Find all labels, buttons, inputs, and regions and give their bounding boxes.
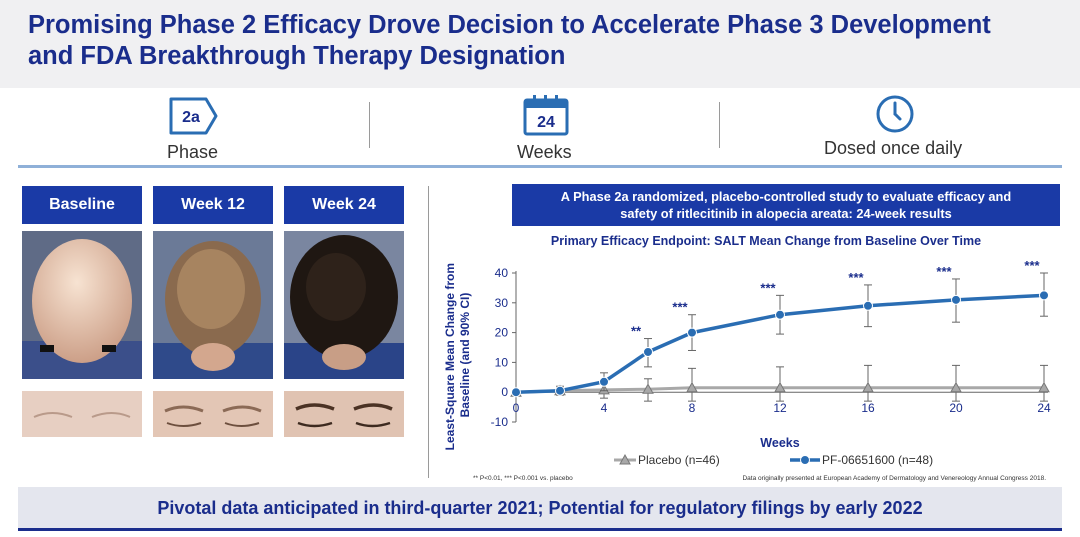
significance-marker: ** <box>631 324 642 339</box>
footer-bar <box>18 487 1062 529</box>
significance-marker: *** <box>1024 258 1040 273</box>
x-tick-label: 24 <box>1037 401 1051 415</box>
legend-placebo-label: Placebo (n=46) <box>638 453 720 467</box>
dosing-label: Dosed once daily <box>824 138 963 158</box>
page-title-line1: Promising Phase 2 Efficacy Drove Decisio… <box>28 11 991 39</box>
x-tick-label: 0 <box>513 401 520 415</box>
drug-point <box>1039 290 1049 301</box>
weeks-label: Weeks <box>517 142 572 162</box>
week24-scalp-photo <box>284 231 404 379</box>
x-tick-label: 20 <box>949 401 963 415</box>
chart-title: Primary Efficacy Endpoint: SALT Mean Cha… <box>551 234 981 248</box>
placebo-point <box>774 381 786 393</box>
x-tick-label: 4 <box>601 401 608 415</box>
legend-drug-label: PF-06651600 (n=48) <box>822 453 933 467</box>
phase-label: Phase <box>167 142 219 162</box>
significance-marker: *** <box>760 280 776 295</box>
drug-series <box>511 272 1049 398</box>
photo-header-week24: Week 24 <box>284 186 404 224</box>
study-description: A Phase 2a randomized, placebo-controlle… <box>512 184 1060 226</box>
drug-point <box>599 376 609 387</box>
photo-header-baseline: Baseline <box>22 186 142 224</box>
week24-eyes-photo <box>284 391 404 437</box>
drug-point <box>775 309 785 320</box>
y-tick-label: 0 <box>501 385 508 399</box>
significance-marker: *** <box>672 300 688 315</box>
photo-header-week12: Week 12 <box>153 186 273 224</box>
panel-divider <box>428 186 429 478</box>
placebo-point <box>642 383 654 394</box>
study-description-line2: safety of ritlecitinib in alopecia areat… <box>620 206 952 221</box>
drug-point <box>555 385 565 396</box>
source-footnote: Data originally presented at European Ac… <box>742 475 1046 482</box>
stat-divider <box>719 102 720 148</box>
phase-badge-icon: 2a <box>169 97 218 135</box>
x-tick-label: 16 <box>861 401 875 415</box>
drug-point <box>951 294 961 305</box>
weeks-badge-text: 24 <box>537 114 555 131</box>
significance-footnote: ** P<0.01, *** P<0.001 vs. placebo <box>473 475 573 482</box>
stat-divider <box>369 102 370 148</box>
clock-icon <box>876 95 914 133</box>
y-tick-label: -10 <box>491 415 509 429</box>
efficacy-chart: Primary Efficacy Endpoint: SALT Mean Cha… <box>443 234 1051 467</box>
drug-point <box>511 387 521 398</box>
y-tick-label: 40 <box>495 266 509 280</box>
x-tick-label: 8 <box>689 401 696 415</box>
week12-scalp-photo <box>153 231 273 379</box>
legend-placebo-marker <box>619 453 631 465</box>
drug-point <box>643 346 653 357</box>
placebo-point <box>686 381 698 393</box>
baseline-eyes-photo <box>22 391 142 437</box>
significance-marker: *** <box>936 264 952 279</box>
placebo-point <box>1038 381 1050 393</box>
placebo-point <box>862 381 874 393</box>
placebo-point <box>950 381 962 393</box>
header-band <box>0 0 1080 88</box>
phase-badge-text: 2a <box>182 109 200 126</box>
y-tick-label: 10 <box>495 355 509 369</box>
footer-message: Pivotal data anticipated in third-quarte… <box>157 497 923 518</box>
y-axis-label: Least-Square Mean Change from Baseline (… <box>443 260 472 451</box>
y-tick-label: 30 <box>495 296 509 310</box>
drug-point <box>863 300 873 311</box>
calendar-icon: 24 <box>523 95 569 136</box>
drug-point <box>687 327 697 338</box>
placebo-series <box>510 364 1050 402</box>
y-tick-label: 20 <box>495 326 509 340</box>
section-divider <box>18 165 1062 168</box>
baseline-scalp-photo <box>22 231 142 379</box>
significance-marker: *** <box>848 270 864 285</box>
week12-eyes-photo <box>153 391 273 437</box>
legend-drug-marker <box>800 455 810 465</box>
study-description-line1: A Phase 2a randomized, placebo-controlle… <box>560 189 1012 204</box>
x-axis-label: Weeks <box>760 436 799 450</box>
x-tick-label: 12 <box>773 401 787 415</box>
page-title-line2: and FDA Breakthrough Therapy Designation <box>28 42 566 70</box>
page-title: Promising Phase 2 Efficacy Drove Decisio… <box>28 10 1058 72</box>
footer-rule <box>18 528 1062 531</box>
